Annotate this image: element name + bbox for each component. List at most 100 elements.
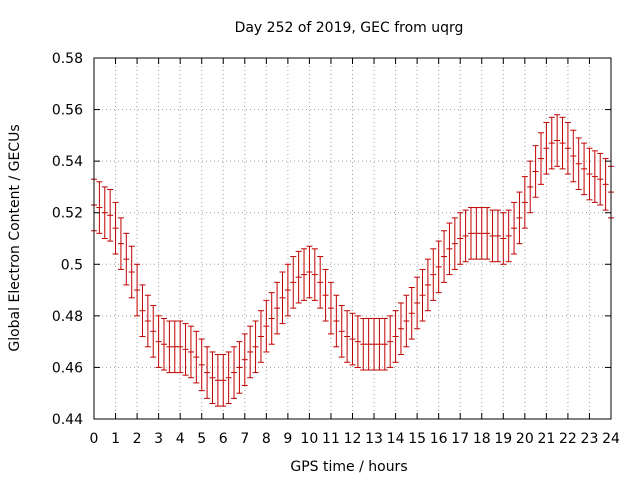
error-bar-point [193,330,200,384]
error-bar-point [134,263,141,317]
y-tick-label: 0.44 [52,412,83,428]
x-tick-label: 12 [344,431,362,447]
error-bar-point [301,248,308,301]
error-bar-point [187,325,194,379]
error-bar-point [408,286,415,340]
x-tick-labels: 0 1 2 3 4 5 6 7 8 9 10 11 12 13 14 15 16 17 18 19 20 21 22 23 24 [90,431,620,447]
error-bar-point [257,310,264,363]
error-bar-point [462,209,469,263]
error-bar-point [381,317,388,371]
error-bar-point [414,276,421,330]
x-tick-label: 19 [494,431,512,447]
x-tick-label: 7 [240,431,249,447]
error-bar-point [457,212,464,265]
error-bar-point [586,147,593,201]
error-bar-point [327,281,334,335]
error-bar-point [161,317,168,371]
error-bar-point [144,294,151,348]
y-tick-label: 0.52 [52,206,83,222]
error-bar-point [554,114,561,167]
x-tick-label: 5 [197,431,206,447]
x-axis-label: GPS time / hours [290,459,407,475]
error-bar-point [284,263,291,317]
error-bar-point [451,217,458,270]
error-bar-point [581,142,588,196]
x-tick-label: 2 [133,431,142,447]
error-bar-point [204,346,211,399]
error-bar-point [419,268,426,322]
x-tick-label: 16 [430,431,448,447]
error-bar-point [484,207,491,260]
error-bar-point [177,320,184,374]
y-tick-label: 0.58 [52,51,83,67]
x-tick-label: 20 [516,431,534,447]
error-bar-point [489,209,496,263]
x-tick-label: 9 [283,431,292,447]
series-layer [91,114,614,407]
error-bar-point [532,145,539,198]
error-bar-point [247,325,254,379]
error-bar-point [527,160,534,214]
error-bar-point [360,317,367,371]
chart-title: Day 252 of 2019, GEC from uqrg [235,20,464,36]
x-tick-label: 1 [111,431,120,447]
x-tick-label: 0 [90,431,99,447]
error-bar-point [117,217,124,270]
error-bar-point [521,176,528,229]
error-bar-point [333,294,340,348]
error-bar-point [344,310,351,363]
error-bar-point [387,315,394,368]
y-tick-label: 0.46 [52,360,83,376]
x-tick-label: 6 [219,431,228,447]
error-bar-point [548,116,555,170]
error-bar-point [511,201,518,255]
error-bar-point [575,137,582,191]
error-bar-point [241,333,248,386]
error-bar-point [473,207,480,260]
error-bar-point [171,320,178,374]
error-bar-point [597,152,604,206]
x-tick-label: 13 [365,431,383,447]
error-bar-point [500,212,507,265]
error-bar-point [317,256,324,309]
error-bar-point [494,209,501,263]
error-bar-point [209,351,216,405]
error-bar-point [214,354,221,407]
error-bar-point [139,284,146,337]
error-bar-point [430,248,437,301]
error-bar-point [198,338,205,392]
error-bar-point [602,158,609,211]
x-tick-label: 8 [262,431,271,447]
error-bar-point [392,310,399,363]
x-tick-label: 17 [451,431,469,447]
error-bar-point [220,354,227,407]
x-tick-label: 14 [387,431,405,447]
error-bar-point [322,268,329,322]
error-bar-point [306,245,313,299]
error-bar-point [128,245,135,299]
ticks-layer [93,57,612,420]
y-tick-label: 0.56 [52,103,83,119]
error-bar-point [150,305,157,358]
x-tick-label: 15 [408,431,426,447]
error-bar-point [424,258,431,312]
error-bar-point [441,230,448,283]
error-bar-point [505,209,512,263]
error-bar-point [371,317,378,371]
y-tick-label: 0.5 [61,257,83,273]
x-tick-label: 3 [154,431,163,447]
error-bar-point [268,292,275,345]
x-tick-label: 11 [322,431,340,447]
error-bar-point [279,271,286,325]
y-axis-label: Global Electron Content / GECUs [7,124,23,351]
error-bar-point [112,201,119,255]
y-tick-labels: 0.44 0.46 0.48 0.5 0.52 0.54 0.56 0.58 [52,51,83,428]
error-bar-point [107,189,114,242]
error-bar-point [349,312,356,366]
error-bar-point [446,222,453,276]
error-bar-point [263,299,270,353]
error-bar-point [570,129,577,183]
error-bar-point [376,317,383,371]
error-bar-point [591,150,598,203]
